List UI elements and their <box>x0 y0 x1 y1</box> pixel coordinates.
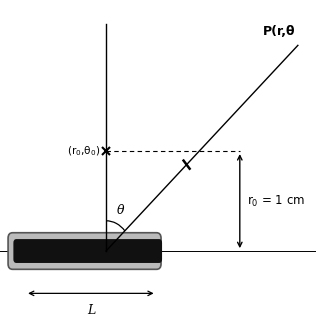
Text: r$_0$ = 1 cm: r$_0$ = 1 cm <box>247 194 305 209</box>
Text: P(r,θ: P(r,θ <box>263 25 295 38</box>
FancyBboxPatch shape <box>8 233 161 269</box>
Text: θ: θ <box>117 204 125 218</box>
Text: L: L <box>87 304 95 317</box>
Text: (r$_0$,θ$_0$): (r$_0$,θ$_0$) <box>67 144 100 158</box>
FancyBboxPatch shape <box>13 239 162 263</box>
